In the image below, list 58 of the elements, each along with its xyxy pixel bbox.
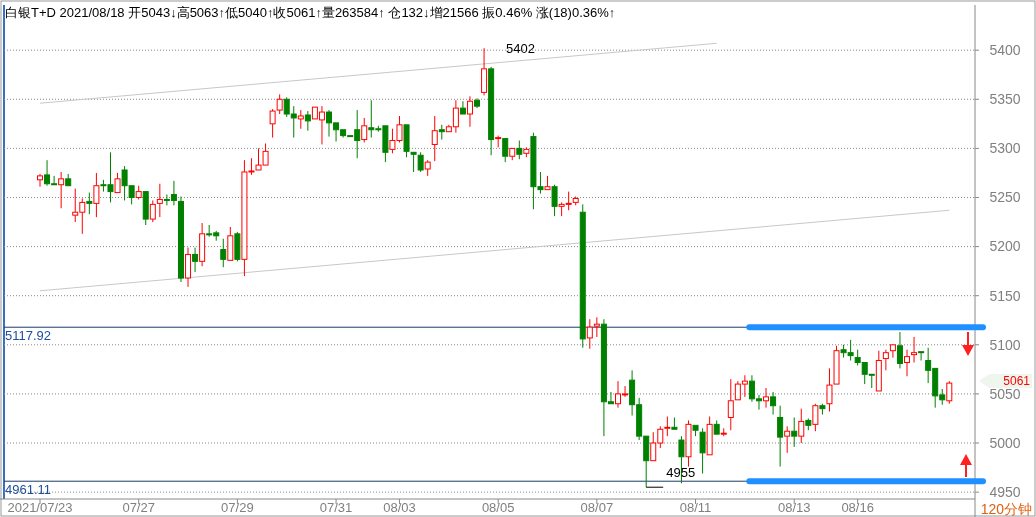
x-tick-label: 08/05: [481, 500, 515, 515]
candlestick: [544, 175, 551, 191]
candlestick: [896, 331, 903, 369]
y-tick-label: 5250: [989, 189, 1021, 206]
candlestick: [199, 222, 206, 267]
candlestick: [431, 115, 438, 162]
y-tick-label: 5350: [989, 91, 1021, 108]
x-tick-label: 08/16: [841, 500, 874, 515]
y-tick-label: 5000: [989, 434, 1021, 451]
candlestick: [488, 66, 495, 156]
x-tick-label: 07/31: [319, 500, 353, 515]
candlestick: [37, 173, 43, 188]
candlestick: [763, 387, 770, 409]
candlestick: [177, 196, 184, 283]
candlestick: [474, 97, 481, 109]
x-tick-label: 2021/07/23: [7, 500, 73, 515]
y-tick-label: 4950: [989, 484, 1021, 501]
chart-title: 白银T+D 2021/08/18 开5043↓高5063↑低5040↑收5061↑量263584↑ 仓132↓增21566 振0.46% 涨(18)0.36%↑: [5, 5, 616, 20]
candlestick: [671, 416, 678, 430]
candlestick: [192, 247, 199, 273]
candlestick: [791, 416, 798, 448]
candlestick: [481, 47, 488, 96]
candlestick: [882, 349, 889, 371]
text: 120分钟: [980, 501, 1032, 517]
y-tick-label: 5300: [989, 140, 1021, 157]
annotation: 5402: [506, 40, 535, 56]
y-tick-label: 5150: [989, 287, 1021, 304]
candlestick: [713, 419, 720, 435]
candlestick: [156, 183, 163, 218]
candlestick: [93, 172, 100, 218]
candlestick: [918, 351, 925, 362]
candlestick: [911, 336, 918, 363]
y-tick-label: 5100: [989, 336, 1021, 353]
x-tick-label: 07/29: [221, 500, 254, 515]
candlestick: [58, 171, 65, 209]
candlestick: [904, 349, 911, 377]
candlestick: [685, 419, 692, 468]
candlestick: [459, 100, 466, 115]
candlestick: [875, 350, 882, 392]
candlestick: [410, 151, 417, 173]
ref-line-label: 5117.92: [5, 328, 52, 344]
x-tick-label: 08/13: [777, 500, 811, 515]
x-tick-label: 08/07: [580, 500, 614, 515]
candlestick: [770, 391, 777, 416]
x-tick-label: 07/27: [122, 500, 155, 515]
x-tick-label: 08/03: [383, 500, 416, 515]
candlestick: [304, 110, 311, 132]
x-tick-label: 08/11: [679, 500, 712, 515]
candlestick: [466, 95, 473, 128]
candlestick: [889, 344, 896, 359]
candlestick: [699, 427, 706, 474]
candlestick: [784, 425, 791, 454]
ref-line-label: 4961.11: [5, 482, 52, 498]
candlestick: [727, 378, 734, 431]
candlestick: [777, 405, 784, 468]
candlestick: [185, 247, 192, 288]
y-tick-label: 5400: [989, 42, 1021, 59]
y-tick-label: 5200: [989, 238, 1021, 255]
